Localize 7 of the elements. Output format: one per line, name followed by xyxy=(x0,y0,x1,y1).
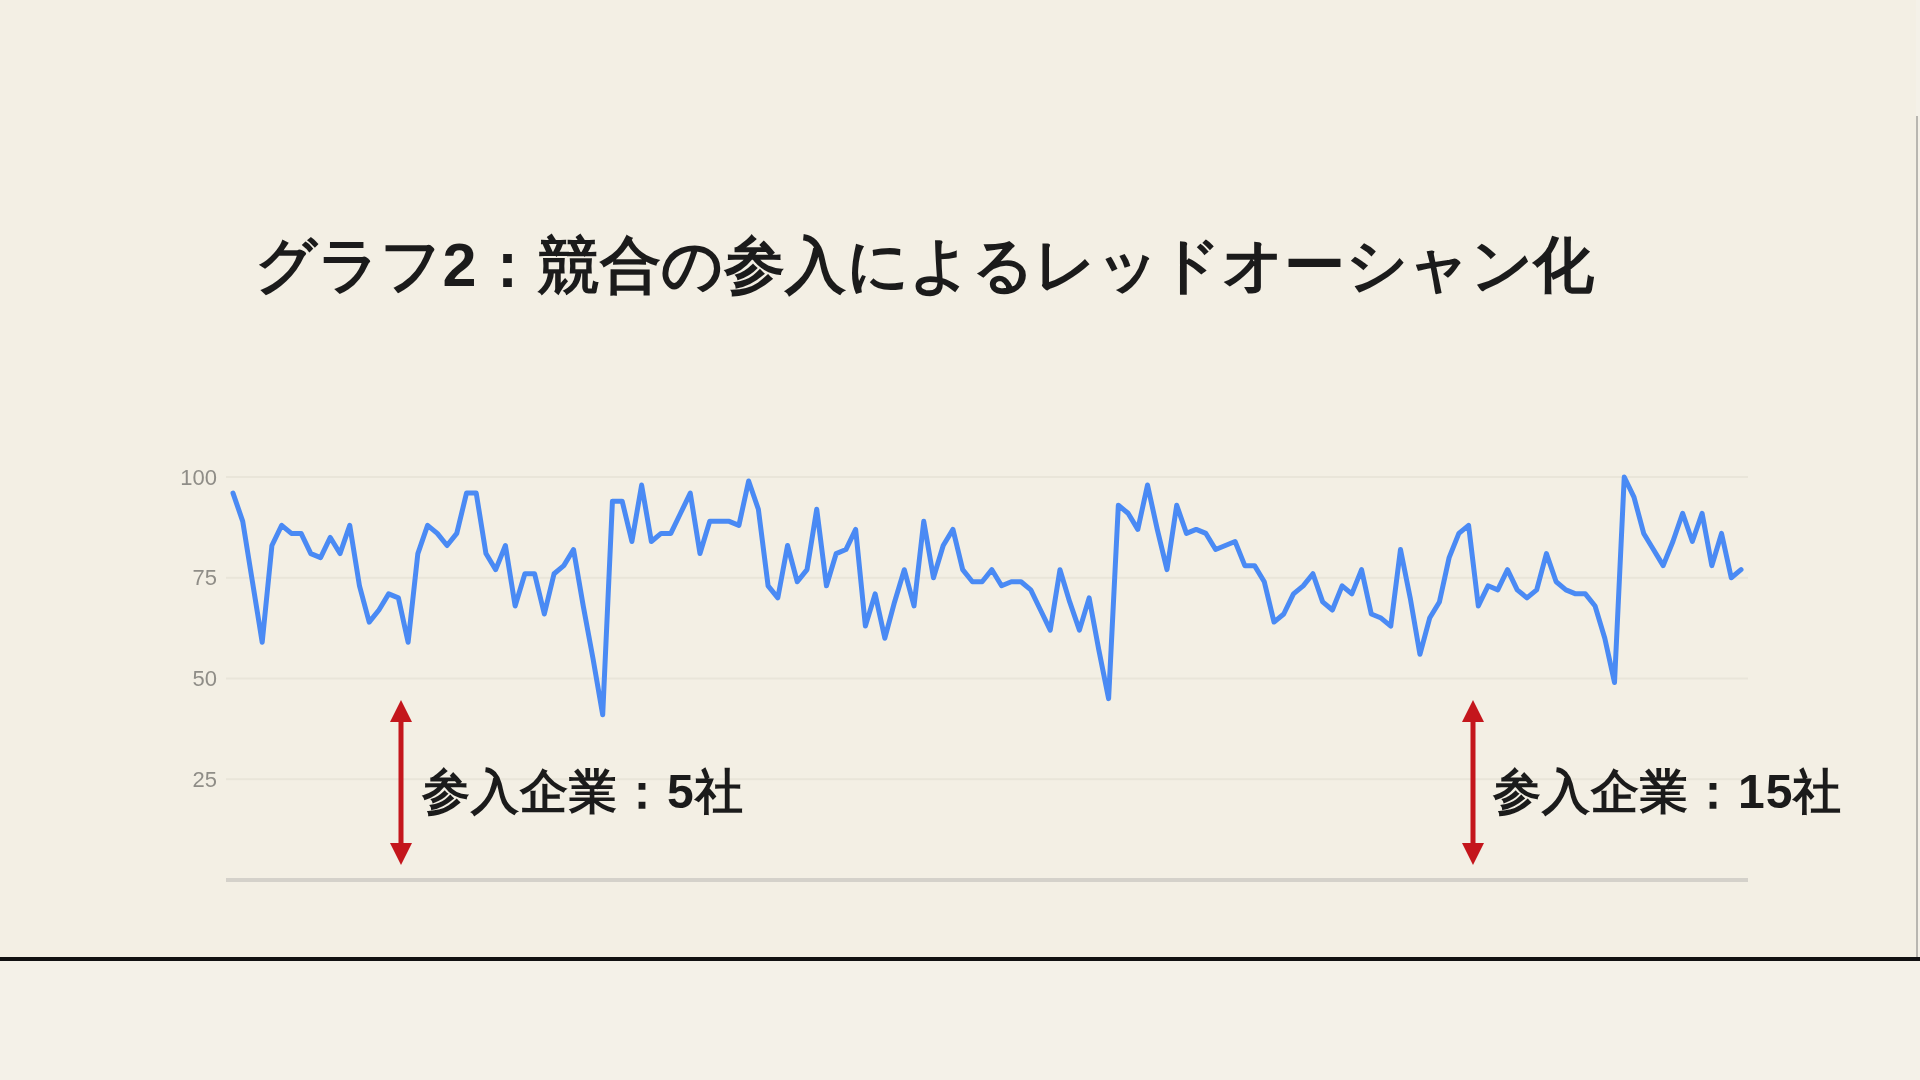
y-tick-label: 50 xyxy=(192,666,217,691)
chart-title: グラフ2：競合の参入によるレッドオーシャン化 xyxy=(255,231,1596,299)
y-tick-label: 100 xyxy=(180,464,217,490)
annotation: 参入企業：5社 xyxy=(421,765,744,818)
annotation: 参入企業：15社 xyxy=(1492,765,1843,818)
y-tick-label: 75 xyxy=(192,565,217,591)
y-tick-label: 25 xyxy=(192,766,217,792)
